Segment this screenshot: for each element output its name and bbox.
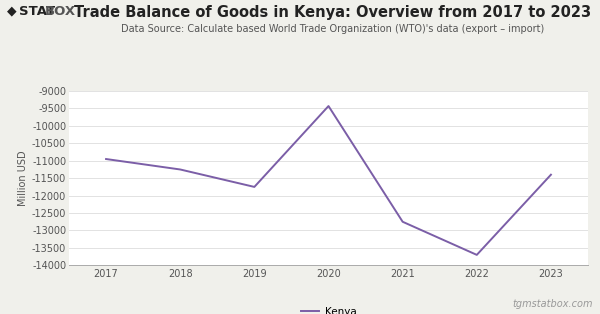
- Legend: Kenya: Kenya: [296, 303, 361, 314]
- Y-axis label: Million USD: Million USD: [17, 150, 28, 206]
- Text: Trade Balance of Goods in Kenya: Overview from 2017 to 2023: Trade Balance of Goods in Kenya: Overvie…: [74, 5, 592, 20]
- Text: ◆: ◆: [7, 5, 17, 18]
- Text: tgmstatbox.com: tgmstatbox.com: [512, 299, 593, 309]
- Text: Data Source: Calculate based World Trade Organization (WTO)'s data (export – imp: Data Source: Calculate based World Trade…: [121, 24, 545, 34]
- Text: BOX: BOX: [45, 5, 76, 18]
- Text: STAT: STAT: [19, 5, 55, 18]
